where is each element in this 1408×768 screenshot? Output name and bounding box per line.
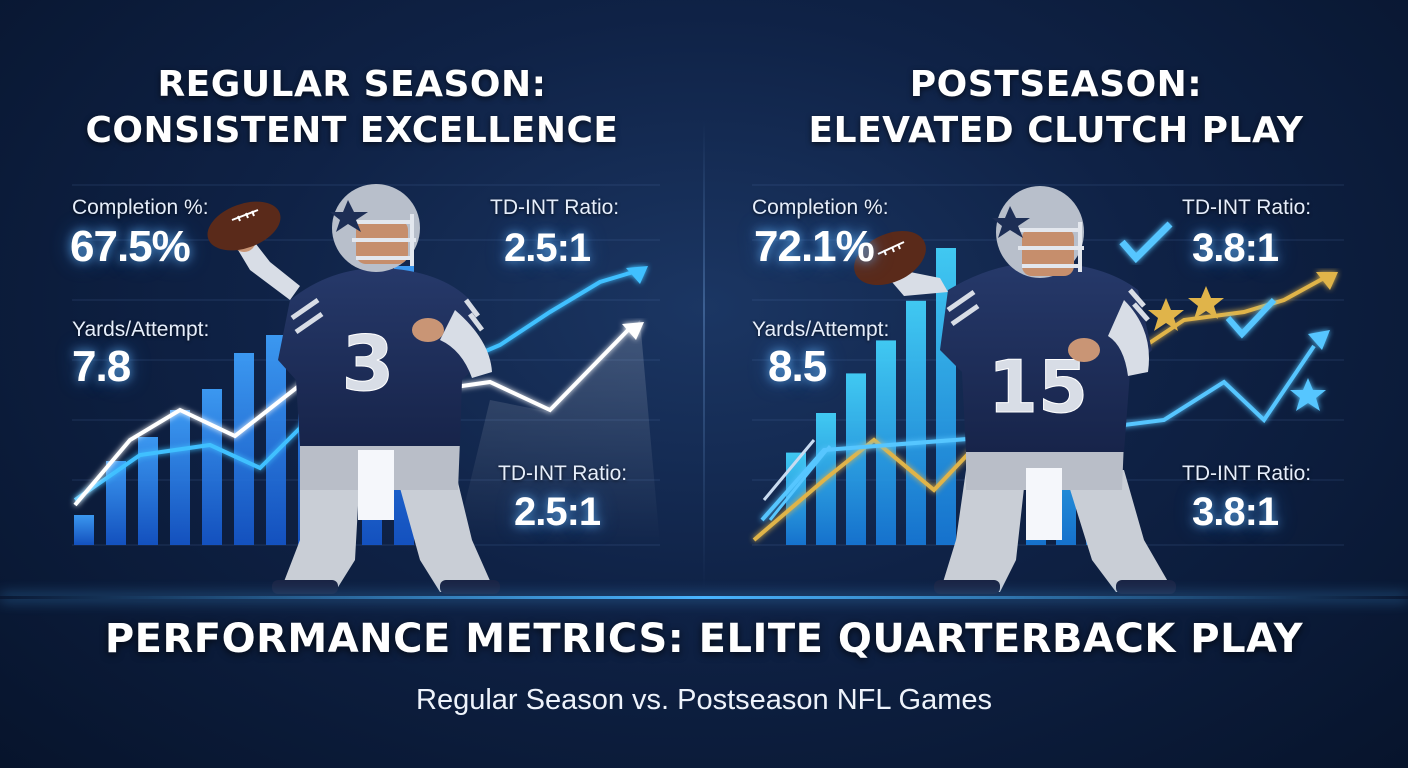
trend-arrow-small: [762, 439, 816, 501]
pants: [966, 440, 1124, 490]
yards-per-attempt-label: Yards/Attempt:: [72, 318, 210, 341]
title-line: CONSISTENT EXCELLENCE: [85, 110, 619, 151]
quarterback-figure: 3: [207, 184, 500, 594]
bar: [876, 340, 896, 545]
jersey: [940, 262, 1152, 452]
bar: [170, 410, 190, 545]
bar: [266, 335, 286, 545]
jersey-stripes: [290, 297, 484, 335]
star-icon: [1188, 286, 1224, 319]
yards-per-attempt-value: 8.5: [768, 342, 827, 391]
star-icon: [1290, 378, 1326, 411]
left-hand: [412, 318, 444, 342]
bar: [202, 389, 222, 545]
subtitle: Regular Season vs. Postseason NFL Games: [416, 684, 992, 716]
title-line: REGULAR SEASON:: [157, 64, 547, 105]
td-int-value-secondary: 3.8:1: [1192, 490, 1279, 534]
trend-line-blue: [760, 344, 1316, 522]
bar: [906, 300, 926, 545]
td-int-label: TD-INT Ratio:: [490, 196, 620, 219]
trend-arrow-icon: [626, 266, 648, 284]
completion-label: Completion %:: [72, 196, 209, 219]
main-title: PERFORMANCE METRICS: ELITE QUARTERBACK P…: [104, 616, 1304, 662]
helmet-icon: [992, 186, 1084, 278]
left-arm: [1108, 300, 1149, 376]
football-laces: [231, 209, 259, 222]
regular-season-panel: 3 REGULAR SEASON: CONSISTENT EXCELLENCE …: [0, 0, 704, 600]
completion-label: Completion %:: [752, 196, 889, 219]
jersey-number: 3: [342, 319, 395, 408]
cleat: [934, 580, 1000, 594]
right-leg: [940, 470, 1026, 592]
left-leg: [395, 470, 495, 592]
completion-value: 67.5%: [70, 222, 191, 271]
bar: [74, 515, 94, 545]
towel: [1026, 468, 1062, 540]
checkmark-icon: [1225, 297, 1277, 339]
jersey-number: 15: [988, 345, 1088, 429]
completion-value: 72.1%: [754, 222, 875, 271]
checkmark-icon: [1119, 221, 1173, 264]
towel: [358, 450, 394, 520]
trend-arrow-icon: [1308, 330, 1330, 350]
cleat: [272, 580, 338, 594]
td-int-label: TD-INT Ratio:: [1182, 196, 1312, 219]
td-int-value: 3.8:1: [1192, 226, 1279, 270]
football-icon: [854, 230, 926, 286]
right-leg: [280, 470, 360, 592]
helmet-icon: [330, 184, 420, 272]
left-hand: [1068, 338, 1100, 362]
yards-per-attempt-value: 7.8: [72, 342, 131, 391]
bar: [846, 373, 866, 545]
panel-divider: [703, 120, 705, 590]
td-int-value-secondary: 2.5:1: [514, 490, 601, 534]
throwing-arm: [892, 272, 948, 296]
trend-arrow-icon: [1316, 272, 1338, 290]
footer-glow-line: [0, 596, 1408, 599]
trend-arrow-small: [768, 445, 832, 521]
football-laces: [877, 241, 905, 256]
regular-season-chart: 3: [72, 184, 660, 594]
cleat: [1116, 580, 1176, 594]
td-int-value: 2.5:1: [504, 226, 591, 270]
td-int-label-secondary: TD-INT Ratio:: [1182, 462, 1312, 485]
postseason-chart: 15: [752, 184, 1344, 594]
postseason-title: POSTSEASON: ELEVATED CLUTCH PLAY: [744, 62, 1368, 154]
jersey: [278, 268, 482, 446]
left-leg: [1064, 470, 1174, 592]
trend-arrow-icon: [622, 322, 644, 340]
postseason-panel: 15 POSTSEASON: ELEVATED CLUTCH PLAY Comp…: [704, 0, 1408, 600]
regular-season-title: REGULAR SEASON: CONSISTENT EXCELLENCE: [40, 62, 664, 154]
football-icon: [207, 201, 281, 251]
bar: [234, 353, 254, 545]
quarterback-figure: 15: [854, 186, 1176, 594]
bar: [106, 461, 126, 545]
title-line: ELEVATED CLUTCH PLAY: [808, 110, 1304, 151]
jersey-stripes: [946, 288, 1150, 327]
star-icon: [1148, 298, 1184, 331]
td-int-label-secondary: TD-INT Ratio:: [498, 462, 628, 485]
yards-per-attempt-label: Yards/Attempt:: [752, 318, 890, 341]
title-line: POSTSEASON:: [909, 64, 1203, 105]
trend-area: [455, 320, 660, 545]
bar: [138, 437, 158, 545]
cleat: [440, 580, 500, 594]
throwing-arm: [238, 244, 300, 300]
left-arm: [440, 310, 492, 378]
